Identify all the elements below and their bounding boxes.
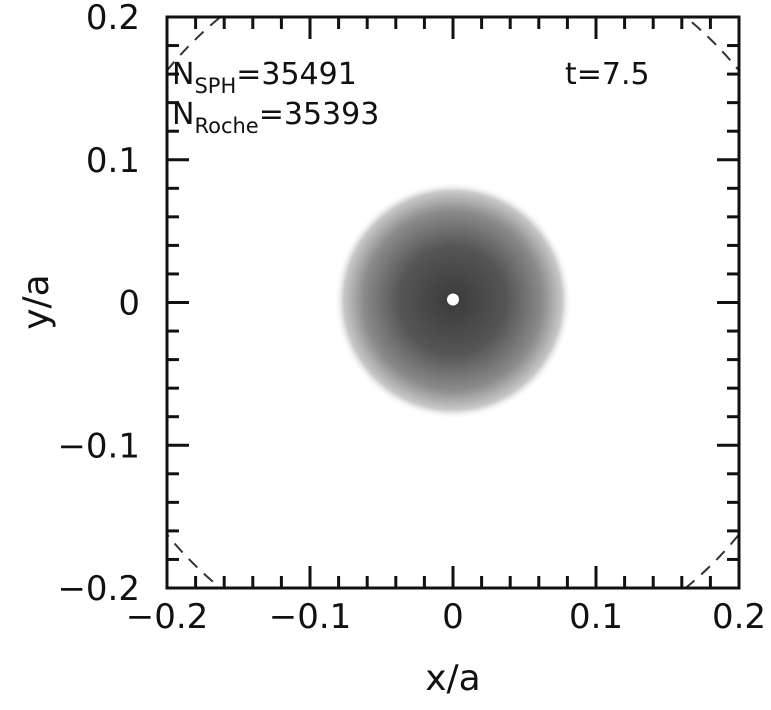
x-tick-label: 0.2 — [712, 597, 766, 637]
x-tick-label: 0 — [442, 597, 464, 637]
central-point — [447, 293, 459, 306]
x-tick-label: −0.1 — [269, 597, 352, 637]
x-tick-label: 0.1 — [569, 597, 623, 637]
n-roche-annotation: NRoche=35393 — [172, 97, 379, 138]
y-tick-label: 0.1 — [86, 141, 140, 181]
x-tick-label: −0.2 — [126, 597, 209, 637]
y-tick-label: −0.1 — [57, 426, 140, 466]
y-tick-label: 0 — [118, 284, 140, 324]
y-tick-label: −0.2 — [57, 569, 140, 609]
plot-frame — [165, 15, 741, 590]
y-axis-label: y/a — [16, 274, 57, 330]
time-annotation: t=7.5 — [565, 57, 650, 92]
y-tick-label: 0.2 — [86, 0, 140, 38]
x-axis-label: x/a — [425, 658, 481, 699]
n-sph-annotation: NSPH=35491 — [172, 57, 357, 98]
